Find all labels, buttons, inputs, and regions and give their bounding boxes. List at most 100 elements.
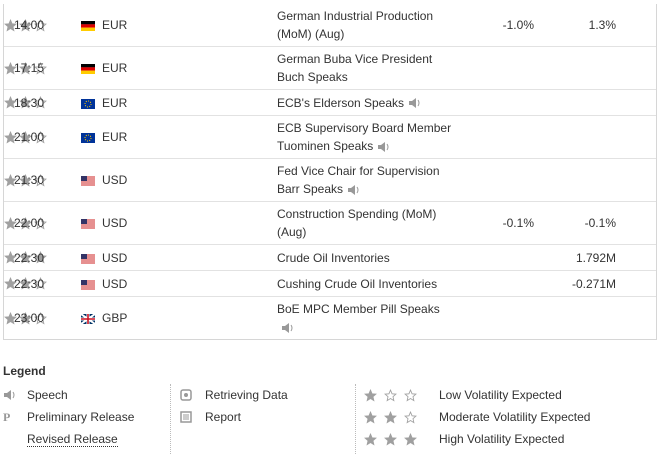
star (34, 216, 47, 229)
star (4, 130, 17, 143)
row: 18:30 EUR ECB's Elderson Speaks (4, 89, 656, 115)
currency: EUR (102, 95, 128, 110)
star (384, 410, 397, 423)
speech-icon (378, 141, 389, 152)
star (34, 18, 47, 31)
event-name: Cushing Crude Oil Inventories (277, 276, 438, 291)
flag-icon (81, 279, 95, 290)
previous: -0.1% (584, 216, 616, 230)
star (404, 388, 417, 401)
event-name: German Industrial Production (MoM) (Aug) (277, 9, 434, 41)
stars (4, 61, 47, 75)
flag (81, 218, 95, 229)
legend-title: Legend (3, 364, 46, 378)
flag-icon (81, 176, 95, 186)
row: 22:30 USD Crude Oil Inventories 1.792M (4, 244, 656, 270)
star (4, 61, 17, 74)
star (34, 130, 47, 143)
currency: EUR (102, 130, 128, 144)
flag-icon (81, 219, 95, 229)
star (19, 130, 32, 143)
currency: USD (102, 216, 128, 230)
time: 22:30 (14, 276, 45, 291)
time: 21:00 (14, 130, 45, 144)
legend: Legend Speech P Preliminary Release Revi… (0, 360, 660, 459)
row: 21:00 EUR ECB Supervisory Board Member Tuo… (4, 115, 656, 158)
star (34, 251, 47, 264)
time: 17:15 (14, 61, 45, 75)
legend-item[interactable]: Revised Release (27, 430, 118, 448)
row: 22:30 USD Cushing Crude Oil Inventories -0.… (4, 270, 656, 296)
star (4, 311, 17, 324)
legend-label: Retrieving Data (205, 388, 288, 402)
stars (4, 130, 47, 144)
legend-label: Speech (27, 388, 68, 402)
star (19, 311, 32, 324)
row: 21:30 USD Fed Vice Chair for Supervision B… (4, 158, 656, 201)
separator (170, 384, 171, 454)
star (404, 410, 417, 423)
p-icon: P (3, 409, 11, 424)
legend-label[interactable]: Revised Release (27, 431, 118, 447)
flag (81, 279, 95, 290)
star (19, 96, 32, 109)
row: 22:00 USD Construction Spending (MoM) (Aug… (4, 201, 656, 244)
flag-icon (81, 133, 95, 143)
currency: EUR (102, 18, 128, 32)
currency: GBP (102, 311, 128, 325)
legend-item: High Volatility Expected (364, 430, 564, 448)
legend-item: Low Volatility Expected (364, 386, 562, 404)
event: ECB Supervisory Board Member Tuominen Sp… (277, 116, 455, 158)
currency: USD (102, 173, 128, 187)
legend-label: Preliminary Release (27, 410, 135, 424)
event: German Buba Vice President Buch Speaks (277, 47, 455, 89)
star (19, 61, 32, 74)
star (19, 251, 32, 264)
event-name: BoE MPC Member Pill Speaks (277, 302, 440, 316)
star (19, 173, 32, 186)
time: 18:30 (14, 95, 45, 110)
star (384, 432, 397, 445)
retrieving-icon (180, 389, 192, 401)
flag-icon (81, 98, 95, 109)
row: 17:15 EUR German Buba Vice President Buch … (4, 46, 656, 89)
star (19, 18, 32, 31)
row: 23:00 GBP BoE MPC Member Pill Speaks (4, 296, 656, 339)
stars (4, 311, 47, 325)
event-name: Construction Spending (MoM) (Aug) (277, 207, 437, 239)
event: Construction Spending (MoM) (Aug) (277, 202, 455, 244)
legend-item: Report (180, 408, 241, 426)
flag (81, 253, 95, 264)
time: 21:30 (14, 173, 45, 187)
event-name: ECB's Elderson Speaks (277, 95, 405, 110)
star (364, 410, 377, 423)
time: 22:00 (14, 216, 45, 230)
legend-label: Low Volatility Expected (439, 388, 562, 402)
speech-icon (348, 184, 359, 195)
event: German Industrial Production (MoM) (Aug) (277, 4, 455, 46)
currency: USD (102, 276, 128, 291)
star (4, 277, 17, 290)
star (364, 432, 377, 445)
time: 23:00 (14, 311, 45, 325)
legend-item: Retrieving Data (180, 386, 288, 404)
legend-item: Moderate Volatility Expected (364, 408, 590, 426)
stars (4, 251, 47, 264)
calendar-table: 14:00 EUR German Industrial Production (Mo… (3, 4, 657, 340)
flag (81, 132, 95, 143)
time: 14:00 (14, 18, 45, 32)
event: BoE MPC Member Pill Speaks (277, 297, 455, 339)
flag (81, 98, 95, 109)
legend-item: Speech (3, 386, 68, 404)
flag (80, 313, 96, 325)
event: Crude Oil Inventories (277, 246, 455, 270)
legend-label: High Volatility Expected (439, 432, 565, 446)
report-icon (180, 411, 192, 423)
previous: 1.3% (588, 18, 616, 32)
stars (364, 410, 417, 424)
star (34, 173, 47, 186)
separator (355, 384, 356, 454)
star (364, 388, 377, 401)
star (19, 216, 32, 229)
